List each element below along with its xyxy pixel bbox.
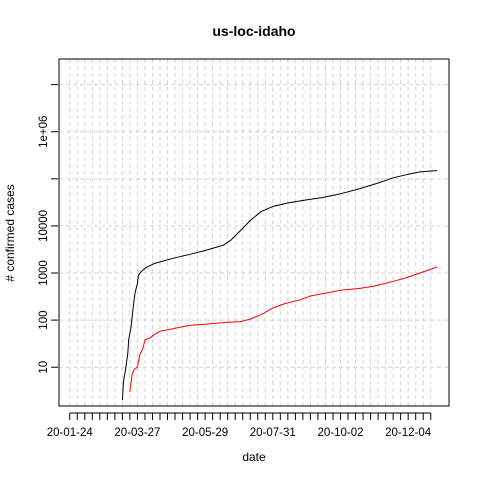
x-tick-label: 20-12-04 [385, 427, 432, 439]
grid [59, 59, 449, 406]
y-tick-label: 100 [38, 311, 50, 330]
series-group [121, 170, 438, 401]
plot-frame [58, 58, 450, 407]
y-axis-label: # confirmed cases [3, 184, 17, 281]
x-tick-label: 20-03-27 [114, 427, 160, 439]
y-tick-label: 1e+06 [38, 116, 50, 148]
y-tick-label: 1000 [38, 260, 50, 286]
y-tick-label: 10000 [38, 210, 50, 242]
x-tick-label: 20-10-02 [317, 427, 363, 439]
x-tick-label: 20-07-31 [250, 427, 296, 439]
x-tick-label: 20-01-24 [47, 427, 94, 439]
axes: 20-01-24 20-03-27 20-05-29 20-07-31 20-10-02… [38, 84, 432, 439]
y-tick-label: 10 [38, 361, 50, 374]
x-tick-label: 20-05-29 [182, 427, 228, 439]
series-line-2 [129, 266, 438, 392]
series-line-1 [121, 170, 438, 401]
x-axis-label: date [242, 450, 266, 464]
chart-title: us-loc-idaho [212, 23, 295, 39]
